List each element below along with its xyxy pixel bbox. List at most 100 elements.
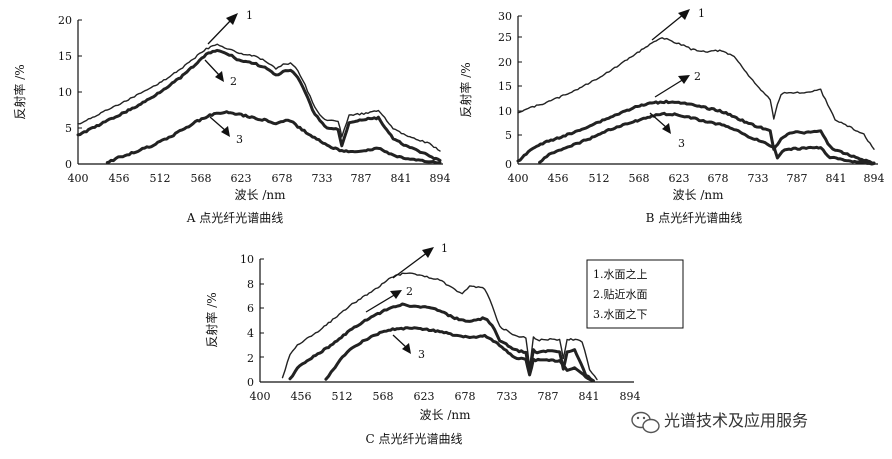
y-axis-label-c: 反射率 /%	[204, 292, 219, 347]
y-tick-label: 0	[505, 158, 512, 171]
y-tick-label: 5	[505, 129, 512, 142]
legend-item-2: 2.贴近水面	[593, 287, 648, 301]
x-tick-label: 733	[497, 390, 518, 403]
x-tick-label: 568	[629, 172, 650, 185]
series-line-1	[281, 272, 598, 381]
x-tick-label: 512	[589, 172, 610, 185]
series-label-3: 3	[236, 133, 243, 146]
series-label-1: 1	[698, 7, 705, 20]
y-tick-label: 15	[58, 50, 72, 63]
chart-panel-c: 反射率 /% 0 2 4 6 8 10 400 456 512 568 623 …	[204, 242, 684, 446]
x-tick-label: 623	[669, 172, 690, 185]
arrowhead-icon	[221, 126, 230, 137]
series-label-3: 3	[418, 348, 425, 361]
chart-panel-b: 反射率 /% 0 5 10 15 20 25 30 400 456 512 56…	[458, 7, 885, 225]
y-tick-label: 25	[498, 31, 512, 44]
x-tick-label: 787	[538, 390, 559, 403]
y-tick-label: 0	[65, 158, 72, 171]
x-tick-label: 456	[291, 390, 312, 403]
callout-arrow-3	[209, 116, 227, 132]
x-tick-label: 678	[708, 172, 729, 185]
y-ticks-a: 0 5 10 15 20	[58, 14, 82, 171]
y-ticks-b: 0 5 10 15 20 25 30	[498, 10, 522, 171]
y-tick-label: 5	[65, 122, 72, 135]
y-tick-label: 0	[247, 376, 254, 389]
x-tick-label: 568	[373, 390, 394, 403]
x-tick-label: 841	[391, 172, 412, 185]
arrowhead-icon	[662, 123, 671, 134]
x-axis-label-a: 波长 /nm	[235, 188, 287, 202]
x-tick-label: 841	[826, 172, 847, 185]
x-axis-label-c: 波长 /nm	[420, 408, 472, 422]
callout-arrow-1	[207, 18, 233, 45]
x-tick-label: 894	[430, 172, 451, 185]
callouts-c: 1 2 3	[365, 242, 448, 361]
y-tick-label: 30	[498, 10, 512, 23]
watermark: 光谱技术及应用服务	[631, 411, 808, 434]
x-ticks-b: 400 456 512 568 623 678 733 787 841 894	[508, 172, 885, 185]
y-tick-label: 10	[58, 86, 72, 99]
series-lines-c	[281, 272, 598, 383]
x-tick-label: 894	[620, 390, 641, 403]
chart-panel-a: 反射率 /% 0 5 10 15 20 400 456 512 568 623 …	[12, 9, 451, 225]
callout-arrow-2	[654, 78, 685, 98]
y-tick-label: 10	[240, 253, 254, 266]
legend-item-3: 3.水面之下	[593, 307, 648, 321]
callout-arrow-1	[392, 251, 429, 279]
x-tick-label: 400	[68, 172, 89, 185]
arrowhead-icon	[678, 75, 690, 84]
callout-arrow-3	[649, 112, 668, 129]
y-tick-label: 15	[498, 80, 512, 93]
x-tick-label: 894	[864, 172, 885, 185]
series-line-3	[324, 326, 595, 383]
callouts-a: 1 2 3	[204, 9, 253, 146]
x-tick-label: 568	[191, 172, 212, 185]
arrowhead-icon	[422, 247, 434, 258]
x-axis-label-b: 波长 /nm	[673, 188, 725, 202]
arrowhead-icon	[390, 290, 402, 299]
x-tick-label: 623	[414, 390, 435, 403]
x-tick-label: 456	[109, 172, 130, 185]
series-line-2	[76, 48, 442, 162]
wechat-icon	[631, 411, 660, 434]
y-tick-label: 20	[498, 56, 512, 69]
watermark-text: 光谱技术及应用服务	[664, 411, 808, 430]
arrowhead-icon	[226, 13, 238, 25]
y-tick-label: 6	[247, 302, 254, 315]
x-tick-label: 400	[250, 390, 271, 403]
series-label-2: 2	[694, 70, 701, 83]
arrowhead-icon	[215, 71, 224, 82]
legend-item-1: 1.水面之上	[593, 267, 648, 281]
x-tick-label: 841	[579, 390, 600, 403]
chart-caption-c: C 点光纤光谱曲线	[366, 432, 463, 446]
series-label-1: 1	[246, 9, 253, 22]
y-ticks-c: 0 2 4 6 8 10	[240, 253, 264, 389]
series-line-2	[288, 302, 595, 383]
y-tick-label: 10	[498, 105, 512, 118]
callout-arrow-1	[651, 13, 685, 41]
x-tick-label: 456	[548, 172, 569, 185]
callout-arrow-2	[204, 59, 221, 77]
callout-arrow-2	[365, 293, 397, 313]
legend-box: 1.水面之上 2.贴近水面 3.水面之下	[586, 259, 684, 329]
y-tick-label: 2	[247, 352, 254, 365]
x-tick-label: 787	[351, 172, 372, 185]
callouts-b: 1 2 3	[649, 7, 705, 150]
y-tick-label: 4	[247, 327, 254, 340]
y-tick-label: 20	[58, 14, 72, 27]
series-lines-a	[76, 43, 442, 165]
x-tick-label: 512	[150, 172, 171, 185]
chart-caption-b: B 点光纤光谱曲线	[646, 211, 743, 225]
x-tick-label: 787	[787, 172, 808, 185]
series-line-2	[516, 99, 876, 165]
series-label-2: 2	[406, 285, 413, 298]
callout-arrow-3	[392, 334, 408, 349]
y-axis-label-a: 反射率 /%	[12, 64, 27, 119]
x-tick-label: 678	[455, 390, 476, 403]
x-tick-label: 512	[332, 390, 353, 403]
series-label-1: 1	[441, 242, 448, 255]
y-axis-label-b: 反射率 /%	[458, 62, 473, 117]
series-line-3	[538, 111, 876, 166]
x-ticks-a: 400 456 512 568 623 678 733 787 841 894	[68, 172, 451, 185]
